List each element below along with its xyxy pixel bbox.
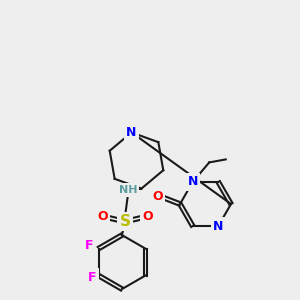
Text: S: S [119,214,130,229]
Text: O: O [152,190,163,203]
Text: N: N [126,126,137,139]
Text: N: N [213,220,224,232]
Text: O: O [97,210,108,223]
Text: F: F [85,239,93,252]
Text: N: N [188,176,198,188]
Text: F: F [88,271,97,284]
Text: O: O [142,210,153,223]
Text: NH: NH [119,185,137,195]
